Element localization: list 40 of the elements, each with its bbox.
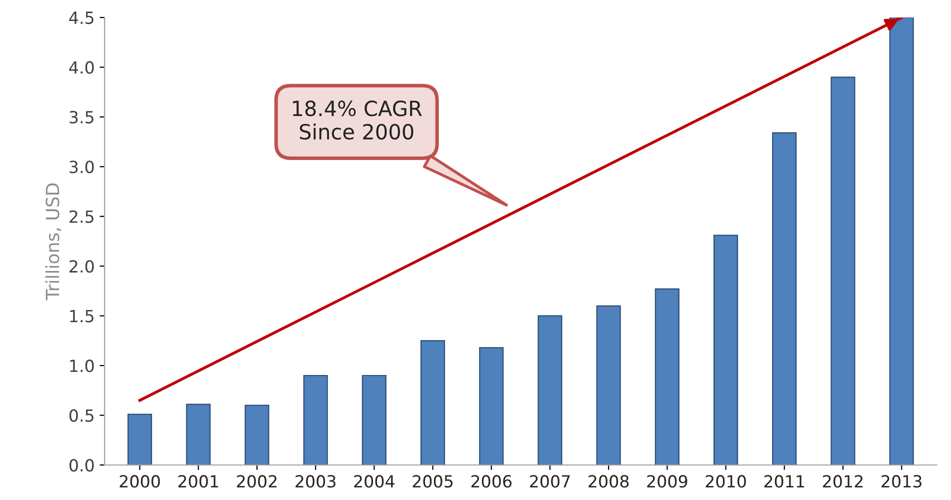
annotation: 18.4% CAGR Since 2000	[292, 100, 422, 140]
y-tick-label: 3.0	[70, 160, 94, 174]
bar	[830, 76, 856, 465]
x-tick-label: 2002	[236, 475, 277, 488]
bar	[654, 288, 680, 465]
y-tick-label: 0.5	[69, 409, 94, 422]
x-tick-label: 2006	[471, 475, 512, 488]
y-tick-label: 0.0	[69, 458, 94, 472]
y-tick-label: 1.0	[70, 360, 94, 372]
x-tick-label: 2012	[822, 475, 863, 488]
x-tick-label: 2010	[706, 475, 746, 488]
x-tick-label: 2003	[296, 475, 336, 488]
y-tick-label: 3.5	[70, 110, 94, 124]
bar	[889, 18, 914, 465]
bar	[186, 404, 211, 465]
x-tick-label: 2009	[647, 475, 688, 488]
bar	[244, 404, 270, 465]
y-tick-label: 4.5	[69, 12, 94, 24]
bar	[420, 340, 446, 465]
y-tick-label: 2.5	[70, 210, 94, 223]
x-tick-label: 2008	[588, 475, 629, 488]
x-tick-label: 2001	[178, 475, 218, 488]
y-tick-label: 4.0	[69, 61, 94, 74]
bar	[714, 234, 738, 465]
bar	[538, 315, 562, 465]
x-tick-label: 2007	[530, 475, 570, 488]
bar	[772, 132, 797, 465]
x-tick-label: 2004	[354, 475, 394, 488]
bar	[303, 374, 328, 465]
bar	[362, 374, 386, 465]
x-tick-label: 2013	[882, 475, 922, 488]
y-tick-label: 2.0	[70, 260, 94, 273]
x-tick-label: 2000	[120, 475, 160, 488]
bar	[127, 414, 152, 465]
y-axis-title: Trillions, USD	[45, 183, 62, 300]
bar	[479, 347, 504, 465]
bar	[596, 305, 621, 465]
y-tick-label: 1.5	[70, 310, 94, 322]
x-tick-label: 2005	[412, 475, 453, 488]
x-tick-label: 2011	[764, 475, 804, 488]
